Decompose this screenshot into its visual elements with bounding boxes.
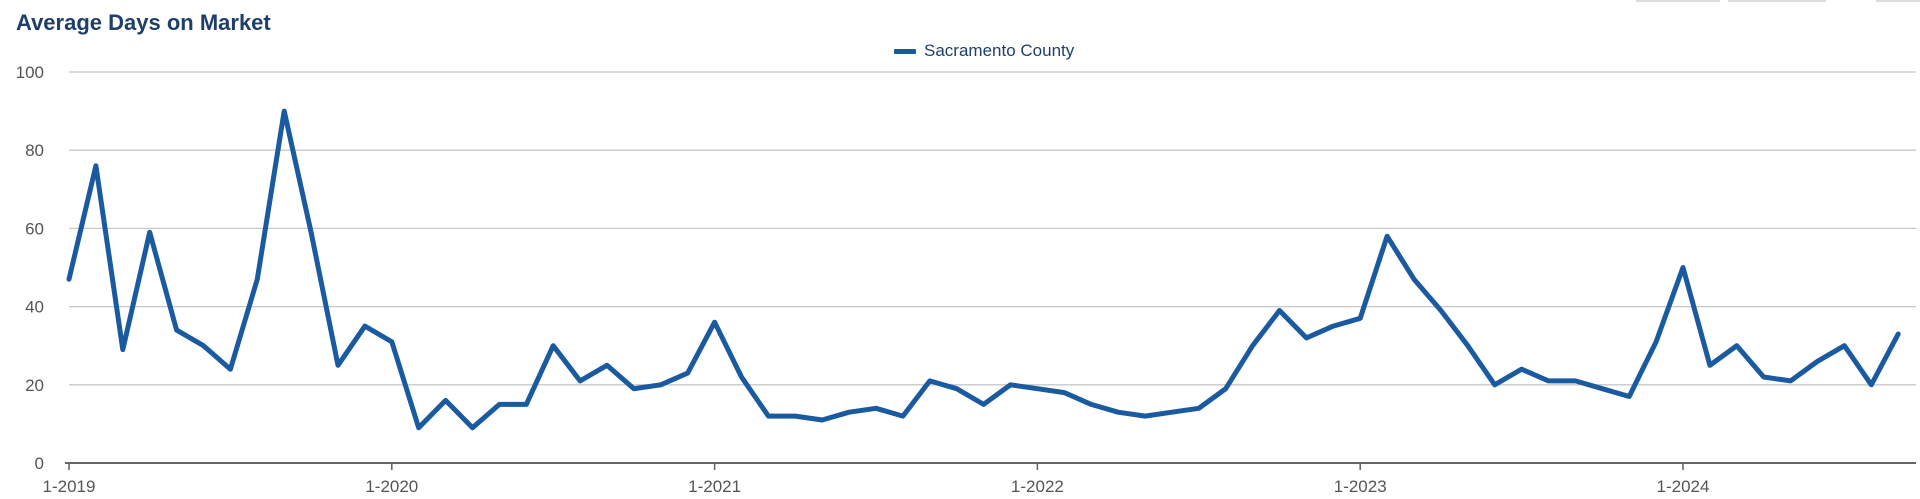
y-tick-label: 80 <box>25 141 44 160</box>
x-axis: 1-2019 1-2020 1-2021 1-2022 1-2023 1-2024 <box>43 462 1916 496</box>
y-axis: 0 20 40 60 80 100 <box>16 63 44 473</box>
top-tab-1[interactable] <box>1636 0 1720 2</box>
y-tick-label: 20 <box>25 376 44 395</box>
y-tick-label: 40 <box>25 298 44 317</box>
chart-legend[interactable]: Sacramento County <box>894 41 1074 61</box>
x-tick-label: 1-2023 <box>1334 477 1387 496</box>
series-group <box>66 108 1901 431</box>
series-line <box>66 108 1901 431</box>
x-tick-label: 1-2022 <box>1011 477 1064 496</box>
x-tick-label: 1-2020 <box>365 477 418 496</box>
y-tick-label: 100 <box>16 63 44 82</box>
x-tick-label: 1-2019 <box>43 477 96 496</box>
x-tick-label: 1-2021 <box>688 477 741 496</box>
y-tick-label: 0 <box>35 454 44 473</box>
gridlines <box>69 71 1916 386</box>
chart-title: Average Days on Market <box>16 10 271 35</box>
top-tab-2[interactable] <box>1728 0 1826 2</box>
top-tab-3[interactable] <box>1876 0 1920 2</box>
x-tick-label: 1-2024 <box>1657 477 1710 496</box>
y-tick-label: 60 <box>25 219 44 238</box>
legend-label: Sacramento County <box>924 41 1075 60</box>
legend-swatch <box>894 48 916 54</box>
